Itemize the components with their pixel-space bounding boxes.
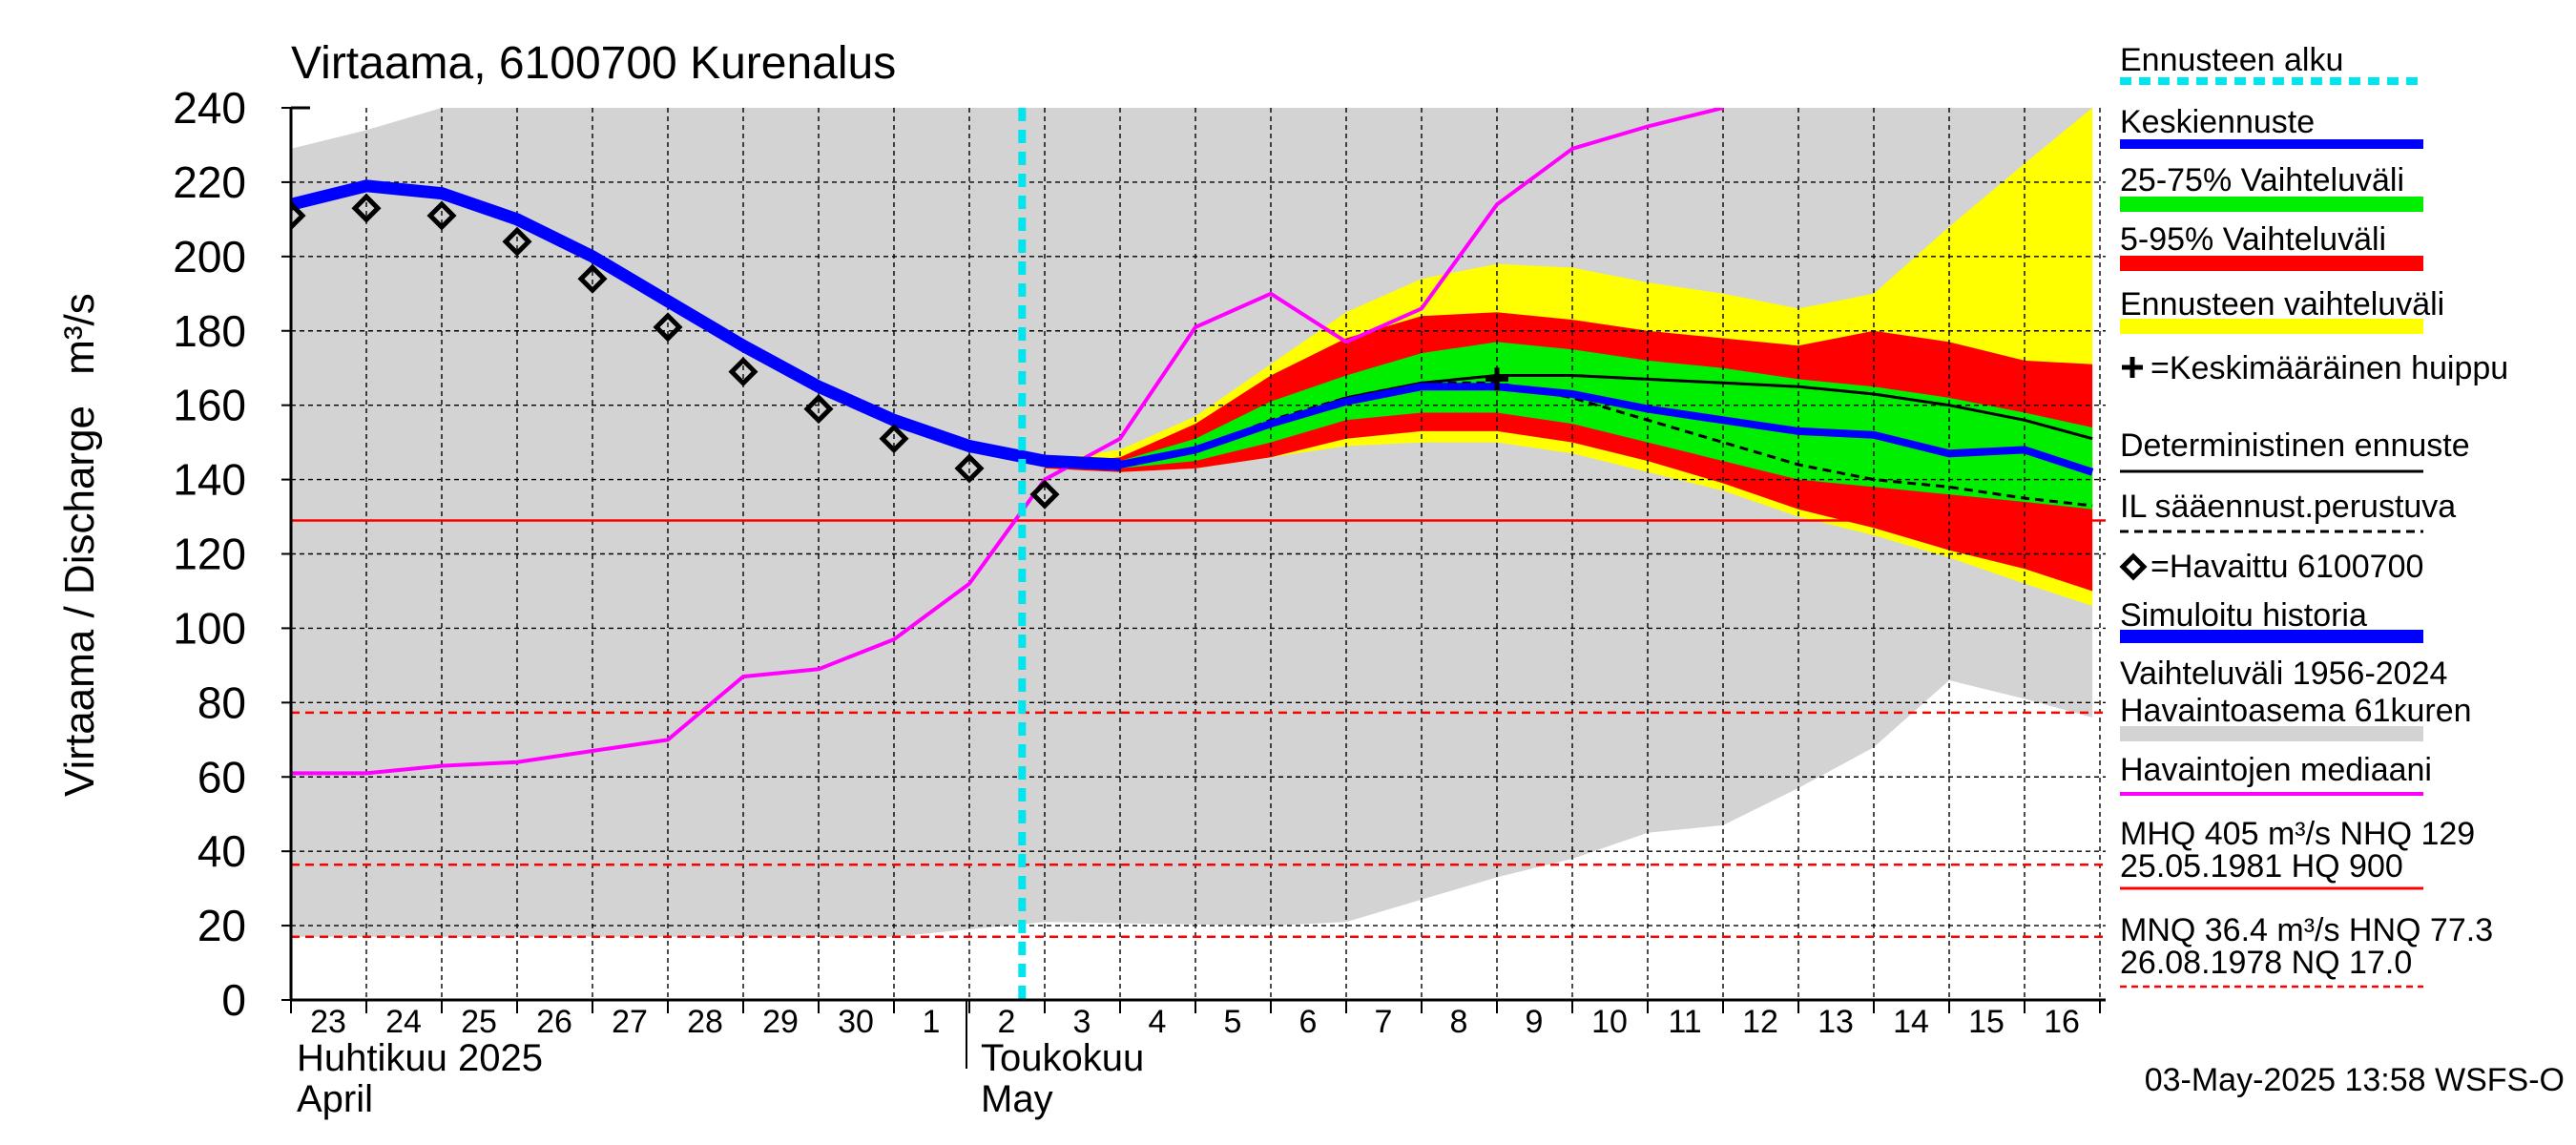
x-tick-label: 2 [998, 1004, 1016, 1040]
y-tick-label: 140 [173, 455, 246, 505]
x-tick-label: 29 [762, 1004, 799, 1040]
range-5-95-band [1045, 312, 2093, 592]
observed-point [291, 200, 306, 231]
y-tick-label: 0 [221, 975, 246, 1025]
x-tick-label: 24 [385, 1004, 422, 1040]
x-tick-label: 26 [536, 1004, 572, 1040]
y-axis: 0 20 40 60 80 100 120 140 160 180 200 220 240 [173, 83, 291, 1025]
range-25-75-band [1045, 342, 2093, 510]
x-tick-label: 28 [687, 1004, 723, 1040]
legend-entry: Ennusteen vaihteluväli [2120, 286, 2444, 323]
y-tick-label: 200 [173, 232, 246, 281]
x-tick-label: 7 [1375, 1004, 1393, 1040]
y-tick-label: 160 [173, 381, 246, 430]
legend-entry: =Keskimääräinen huippu [2150, 350, 2508, 386]
legend-entry: Keskiennuste [2120, 104, 2315, 140]
observed-point [426, 200, 457, 231]
x-tick-label: 23 [310, 1004, 346, 1040]
x-axis: 23 24 25 26 27 28 29 30 1 2 3 4 5 6 7 8 9 10 11 12 13 14 15 16H… [290, 1000, 2101, 1120]
month-label-en: April [297, 1078, 373, 1120]
chart-title: Virtaama, 6100700 Kurenalus [291, 38, 896, 89]
x-tick-label: 10 [1591, 1004, 1628, 1040]
legend-entry: MNQ 36.4 m³/s HNQ 77.3 [2120, 912, 2493, 948]
legend-entry: Havaintojen mediaani [2120, 752, 2432, 788]
plot-area [289, 106, 2106, 1002]
legend-entry: Vaihteluväli 1956-2024 [2120, 656, 2447, 692]
x-tick-label: 30 [838, 1004, 874, 1040]
observed-point [351, 193, 382, 223]
legend-entry: 5-95% Vaihteluväli [2120, 221, 2386, 258]
month-label-fi: Huhtikuu 2025 [297, 1037, 543, 1079]
x-tick-label: 3 [1073, 1004, 1091, 1040]
y-tick-label: 60 [197, 752, 246, 802]
mean-peak-marker [1485, 367, 1508, 391]
x-tick-label: 14 [1893, 1004, 1929, 1040]
legend-observed-marker [2119, 552, 2148, 581]
legend-entry: Havaintoasema 61kuren [2120, 693, 2472, 729]
x-tick-label: 16 [2044, 1004, 2080, 1040]
observed-point [577, 263, 608, 294]
simulated-history-line [291, 179, 1121, 471]
legend-entry: 25-75% Vaihteluväli [2120, 162, 2404, 198]
month-label-fi: Toukokuu [981, 1037, 1144, 1079]
legend-entry: IL sääennust.perustuva [2120, 489, 2456, 525]
observed-point [728, 357, 758, 387]
x-tick-label: 4 [1149, 1004, 1167, 1040]
observed-point [502, 226, 532, 257]
x-tick-label: 8 [1450, 1004, 1468, 1040]
observed-point [879, 424, 909, 454]
legend-entry: 26.08.1978 NQ 17.0 [2120, 945, 2412, 981]
y-tick-label: 120 [173, 530, 246, 579]
legend-entry: MHQ 405 m³/s NHQ 129 [2120, 816, 2475, 852]
x-tick-label: 9 [1526, 1004, 1544, 1040]
x-tick-label: 6 [1299, 1004, 1318, 1040]
y-tick-label: 20 [197, 901, 246, 950]
y-tick-label: 80 [197, 677, 246, 727]
x-tick-label: 12 [1742, 1004, 1778, 1040]
y-tick-label: 100 [173, 603, 246, 653]
legend-entry: Simuloitu historia [2120, 597, 2367, 634]
observed-point [803, 394, 834, 425]
legend: Ennusteen alku Keskiennuste 25-75% Vaihtel… [2119, 42, 2508, 989]
legend-peak-marker [2122, 357, 2143, 378]
legend-entry: Deterministinen ennuste [2120, 427, 2470, 464]
x-tick-label: 5 [1224, 1004, 1242, 1040]
x-tick-label: 27 [612, 1004, 648, 1040]
x-tick-label: 25 [461, 1004, 497, 1040]
median-line [291, 108, 1724, 776]
x-tick-label: 1 [923, 1004, 941, 1040]
plot-clip-group [291, 108, 2106, 1000]
legend-entry: =Havaittu 6100700 [2150, 549, 2423, 585]
y-tick-label: 220 [173, 157, 246, 207]
y-axis-label: Virtaama / Discharge [56, 406, 103, 797]
mean-forecast-line [1044, 383, 2094, 476]
x-tick-label: 13 [1818, 1004, 1854, 1040]
y-tick-label: 240 [173, 83, 246, 133]
legend-entry: 25.05.1981 HQ 900 [2120, 848, 2403, 885]
observed-point [653, 312, 683, 343]
x-tick-label: 11 [1668, 1004, 1701, 1040]
month-label-en: May [981, 1078, 1053, 1120]
y-tick-label: 180 [173, 306, 246, 356]
legend-entry: Ennusteen alku [2120, 42, 2343, 78]
y-axis-unit: m³/s [56, 293, 103, 375]
y-tick-label: 40 [197, 826, 246, 876]
timestamp: 03-May-2025 13:58 WSFS-O [2145, 1062, 2565, 1098]
observed-point [1029, 479, 1060, 510]
observed-point [954, 453, 985, 484]
x-tick-label: 15 [1968, 1004, 2005, 1040]
